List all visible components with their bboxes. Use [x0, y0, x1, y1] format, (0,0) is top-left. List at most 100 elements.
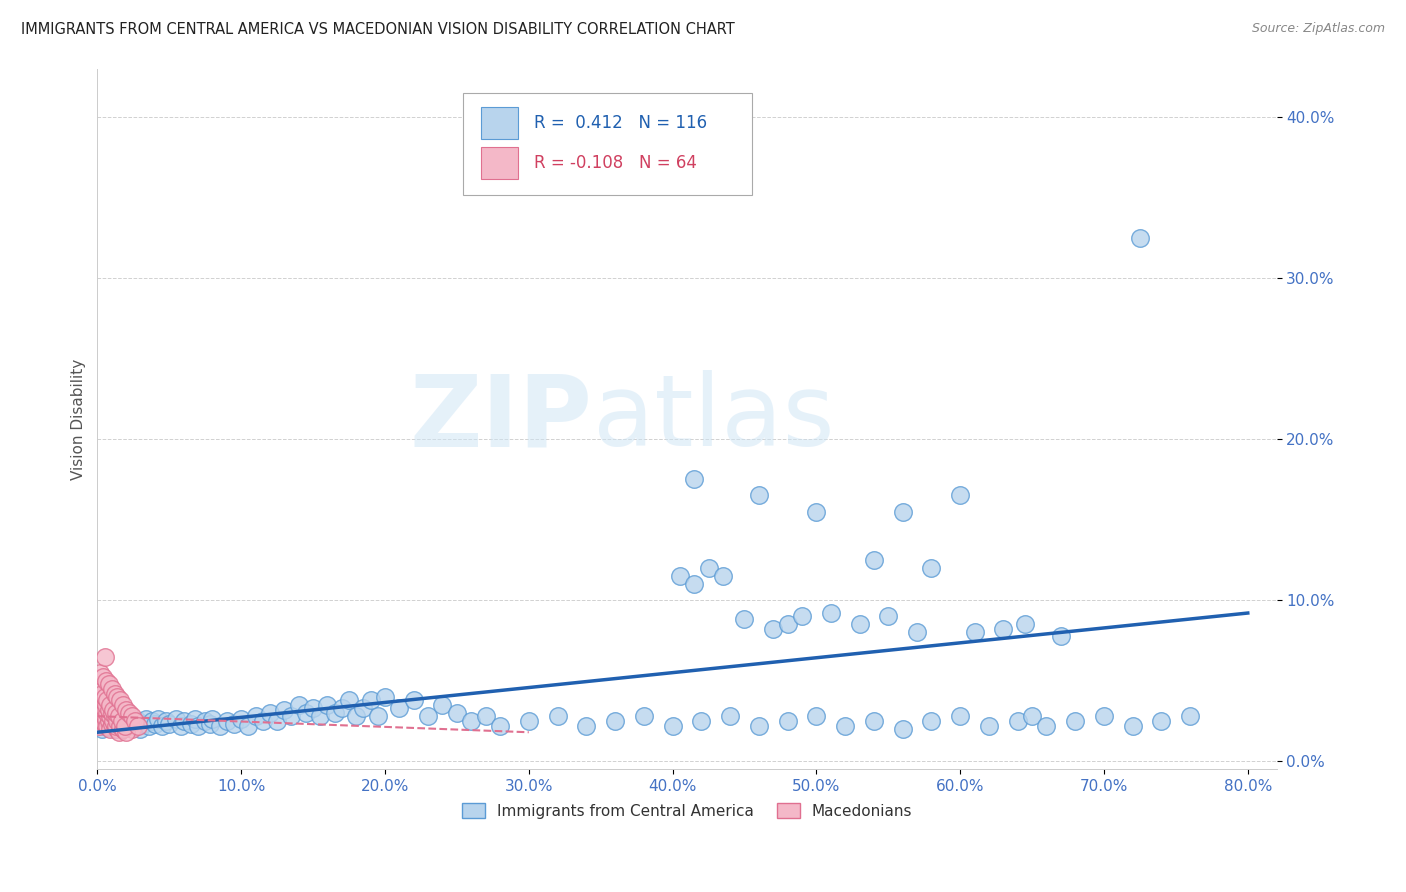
Point [295, 706, 318, 720]
Point [104, 722, 127, 736]
Point [118, 714, 141, 728]
Point [690, 714, 713, 728]
Point [1021, 709, 1043, 723]
Point [194, 714, 217, 728]
Point [1129, 230, 1152, 244]
Point [231, 712, 253, 726]
Point [302, 701, 325, 715]
Point [100, 719, 122, 733]
Point [135, 712, 157, 726]
Text: Source: ZipAtlas.com: Source: ZipAtlas.com [1251, 22, 1385, 36]
Point [91, 693, 114, 707]
Point [215, 714, 238, 728]
Point [633, 709, 655, 723]
Point [129, 722, 152, 736]
Point [121, 712, 143, 726]
Point [517, 714, 540, 728]
Point [89, 665, 111, 680]
Point [920, 714, 942, 728]
Point [101, 714, 124, 728]
Point [115, 714, 138, 728]
Point [187, 719, 209, 733]
Point [460, 714, 482, 728]
Point [920, 561, 942, 575]
Point [259, 706, 281, 720]
Point [124, 714, 146, 728]
Point [105, 706, 128, 720]
Point [790, 609, 813, 624]
Point [711, 569, 734, 583]
Point [776, 714, 799, 728]
Point [121, 709, 143, 723]
Point [87, 681, 110, 696]
Point [87, 719, 110, 733]
Point [115, 719, 138, 733]
Point [360, 693, 382, 707]
Point [94, 673, 117, 688]
Point [115, 703, 138, 717]
Point [121, 722, 143, 736]
Point [273, 703, 295, 717]
Point [150, 719, 173, 733]
Point [402, 693, 425, 707]
Point [127, 714, 149, 728]
Point [748, 488, 770, 502]
Point [184, 712, 207, 726]
Point [124, 719, 146, 733]
Point [101, 712, 124, 726]
Point [963, 625, 986, 640]
Point [1180, 709, 1202, 723]
Point [877, 609, 900, 624]
Point [733, 612, 755, 626]
Point [110, 693, 132, 707]
Point [108, 719, 131, 733]
Point [547, 709, 569, 723]
Point [776, 617, 799, 632]
Point [90, 698, 112, 712]
Point [977, 719, 1000, 733]
Point [98, 698, 121, 712]
Point [1122, 719, 1144, 733]
Point [94, 712, 117, 726]
Point [96, 720, 118, 734]
Point [697, 561, 720, 575]
Point [98, 722, 121, 736]
Point [93, 703, 115, 717]
Point [949, 488, 972, 502]
Point [330, 701, 353, 715]
Point [1007, 714, 1029, 728]
Point [107, 712, 129, 726]
Point [575, 719, 598, 733]
Point [111, 714, 134, 728]
Point [323, 706, 346, 720]
Legend: Immigrants from Central America, Macedonians: Immigrants from Central America, Macedon… [456, 797, 918, 825]
Point [141, 714, 163, 728]
Point [90, 687, 112, 701]
Point [352, 701, 374, 715]
Point [112, 722, 135, 736]
Point [94, 712, 117, 726]
Point [104, 687, 127, 701]
Point [112, 698, 135, 712]
Point [201, 712, 224, 726]
Point [863, 714, 886, 728]
Point [94, 698, 117, 712]
Point [105, 717, 128, 731]
Point [93, 717, 115, 731]
Point [96, 693, 118, 707]
Point [1035, 719, 1057, 733]
Point [96, 706, 118, 720]
Point [100, 717, 122, 731]
Point [891, 722, 914, 736]
Point [432, 698, 454, 712]
Point [90, 714, 112, 728]
Text: R = -0.108   N = 64: R = -0.108 N = 64 [534, 154, 696, 172]
Point [107, 714, 129, 728]
Point [111, 722, 134, 736]
Point [110, 714, 132, 728]
Point [101, 714, 124, 728]
Text: atlas: atlas [592, 370, 834, 467]
Point [287, 698, 309, 712]
Point [222, 717, 245, 731]
Point [112, 715, 135, 730]
